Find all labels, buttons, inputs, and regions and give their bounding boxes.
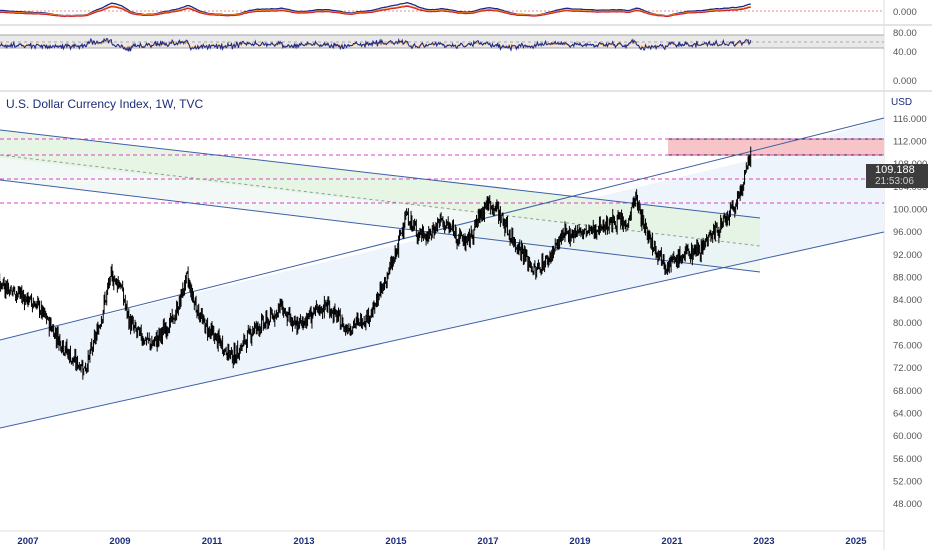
current-price-tag: 109.188 21:53:06 — [866, 164, 928, 188]
time-tick-label: 2007 — [17, 536, 38, 547]
price-tick-label: 72.000 — [893, 363, 922, 374]
rsi-tick-label: 40.00 — [893, 47, 917, 58]
price-tick-label: 116.000 — [893, 114, 927, 125]
descending-channel-fill — [0, 130, 760, 246]
oscillator-orange-line — [0, 5, 751, 17]
price-tick-label: 68.000 — [893, 386, 922, 397]
time-tick-label: 2025 — [845, 536, 867, 547]
time-axis: 2007 2009 2011 2013 2015 2017 2019 2021 2023 2025 — [17, 536, 867, 547]
time-tick-label: 2009 — [109, 536, 130, 547]
time-tick-label: 2021 — [661, 536, 683, 547]
time-tick-label: 2023 — [753, 536, 774, 547]
time-tick-label: 2019 — [569, 536, 590, 547]
price-tick-label: 64.000 — [893, 409, 922, 420]
channel-upper-line — [0, 117, 885, 341]
price-tick-label: 92.000 — [893, 250, 922, 261]
oscillator-signal-line — [0, 2, 751, 17]
main-pane — [0, 117, 885, 429]
time-tick-label: 2011 — [202, 536, 223, 547]
price-tick-label: 84.000 — [893, 295, 922, 306]
time-tick-label: 2017 — [477, 536, 498, 547]
price-tick-label: 56.000 — [893, 454, 922, 465]
rsi-line — [0, 37, 752, 52]
channel-fill — [0, 118, 884, 428]
price-tick-label: 76.000 — [893, 341, 922, 352]
rsi-tick-label: 80.00 — [893, 28, 917, 39]
current-price-value: 109.188 — [875, 164, 915, 176]
oscillator-pane-1 — [0, 2, 884, 18]
price-candles — [0, 146, 752, 380]
price-tick-label: 88.000 — [893, 273, 922, 284]
time-tick-label: 2013 — [293, 536, 314, 547]
rsi-tick-label: 0.000 — [893, 76, 917, 87]
currency-label: USD — [891, 97, 912, 108]
price-tick-label: 52.000 — [893, 477, 922, 488]
price-tick-label: 60.000 — [893, 431, 922, 442]
price-tick-label: 112.000 — [893, 137, 927, 148]
resistance-zone — [668, 139, 884, 155]
price-tick-label: 80.000 — [893, 318, 922, 329]
price-tick-label: 96.000 — [893, 227, 922, 238]
rsi-pane — [0, 34, 884, 52]
price-tick-label: 48.000 — [893, 499, 922, 510]
oscillator-tick-label: 0.000 — [893, 7, 917, 18]
oscillator-axis: 0.000 80.00 40.00 0.000 — [893, 7, 917, 87]
time-tick-label: 2015 — [385, 536, 407, 547]
channel-lower-line — [0, 231, 885, 429]
price-tick-label: 100.000 — [893, 205, 927, 216]
bar-countdown: 21:53:06 — [875, 176, 914, 187]
descending-lower-line — [0, 179, 761, 273]
chart-title: U.S. Dollar Currency Index, 1W, TVC — [6, 97, 204, 111]
oscillator-red-line — [0, 5, 751, 18]
descending-mid-line — [0, 154, 761, 247]
